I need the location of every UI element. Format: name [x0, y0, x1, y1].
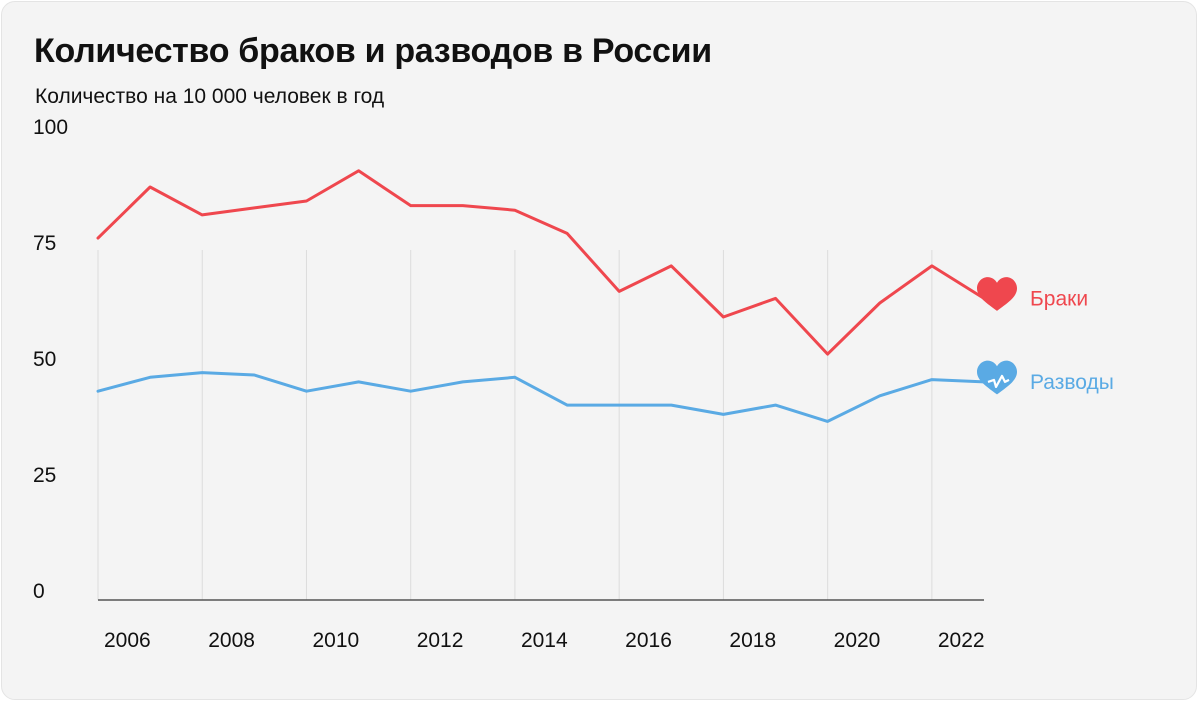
- series-lines: [96, 169, 986, 423]
- series-label: Разводы: [1030, 371, 1114, 394]
- series-labels: Браки Разводы: [977, 277, 1114, 395]
- x-tick-label: 2022: [938, 629, 985, 652]
- x-axis-ticks: 2006 2008 2010 2012 2014 2016 2018 2020 2022: [104, 629, 985, 652]
- y-tick-label: 0: [33, 580, 45, 603]
- chart-title: Количество браков и разводов в России: [34, 32, 712, 70]
- series-line: [96, 371, 986, 423]
- x-tick-label: 2012: [417, 629, 464, 652]
- x-tick-label: 2010: [312, 629, 359, 652]
- x-tick-label: 2016: [625, 629, 672, 652]
- y-tick-label: 25: [33, 464, 56, 487]
- x-tick-label: 2014: [521, 629, 568, 652]
- x-tick-label: 2020: [834, 629, 881, 652]
- y-axis-ticks: 0 25 50 75 100: [33, 116, 68, 603]
- y-tick-label: 100: [33, 116, 68, 139]
- chart-subtitle: Количество на 10 000 человек в год: [35, 85, 385, 108]
- x-tick-label: 2018: [729, 629, 776, 652]
- heart-icon: [977, 277, 1017, 311]
- x-tick-label: 2008: [208, 629, 255, 652]
- y-tick-label: 50: [33, 348, 56, 371]
- y-tick-label: 75: [33, 232, 56, 255]
- x-tick-label: 2006: [104, 629, 151, 652]
- series-label: Браки: [1030, 287, 1088, 310]
- broken-heart-icon: [977, 360, 1017, 395]
- vertical-grid: [97, 250, 933, 600]
- series-line: [96, 169, 986, 356]
